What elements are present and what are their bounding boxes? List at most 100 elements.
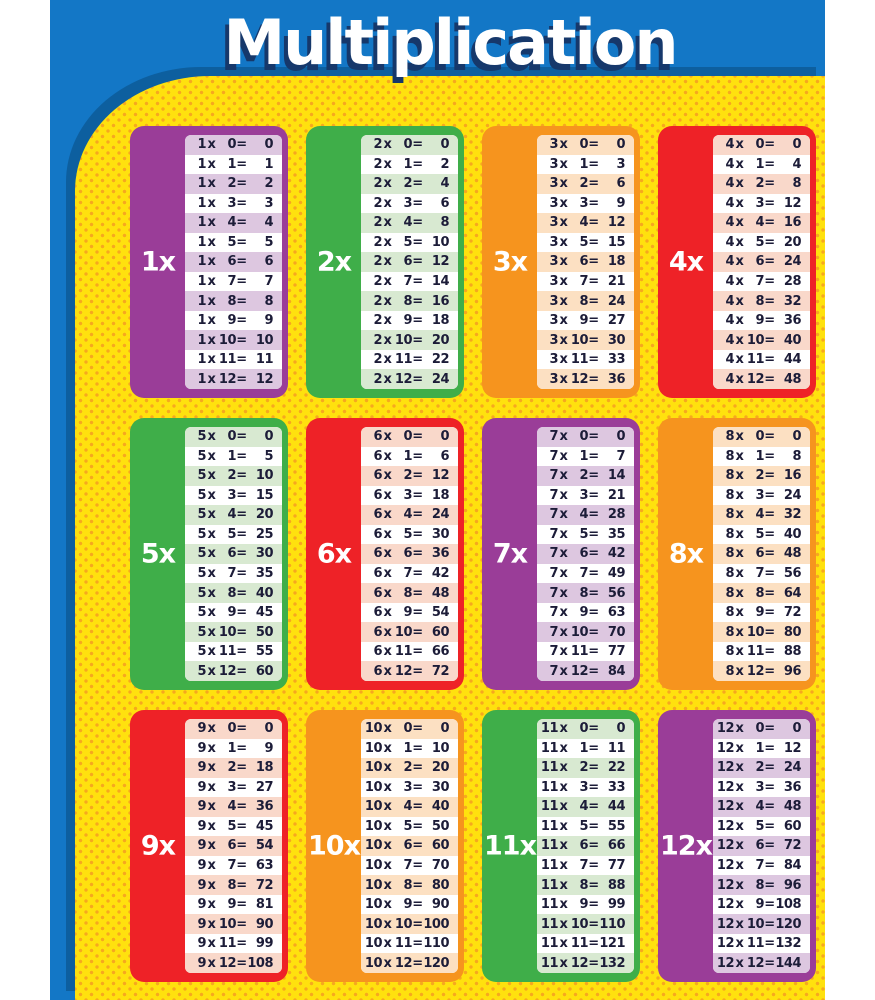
eq-result: 50 <box>431 818 450 834</box>
eq-equals: = <box>764 565 775 581</box>
eq-b: 0 <box>755 429 764 445</box>
equation-row: 12 x 3 = 36 <box>713 778 810 798</box>
eq-b: 6 <box>579 838 588 854</box>
eq-equals: = <box>764 215 775 231</box>
eq-equals: = <box>412 936 423 952</box>
eq-times: x <box>383 877 392 893</box>
equation-row: 12 x 11 = 132 <box>713 934 810 954</box>
eq-a: 3 <box>549 273 558 289</box>
eq-a: 5 <box>197 429 206 445</box>
eq-b: 8 <box>403 293 412 309</box>
eq-times: x <box>735 332 744 348</box>
eq-a: 1 <box>197 215 206 231</box>
eq-times: x <box>559 857 568 873</box>
eq-equals: = <box>588 779 599 795</box>
eq-result: 48 <box>431 585 450 601</box>
eq-a: 11 <box>540 818 559 834</box>
eq-b: 12 <box>218 663 237 679</box>
equation-row: 9 x 12 = 108 <box>185 953 282 973</box>
eq-times: x <box>559 156 568 172</box>
eq-b: 8 <box>403 585 412 601</box>
eq-times: x <box>559 565 568 581</box>
eq-a: 9 <box>197 877 206 893</box>
eq-result: 22 <box>607 760 626 776</box>
eq-a: 12 <box>716 955 735 971</box>
eq-times: x <box>735 818 744 834</box>
eq-b: 12 <box>394 371 413 387</box>
eq-result: 99 <box>607 897 626 913</box>
eq-result: 72 <box>783 605 802 621</box>
eq-b: 4 <box>227 799 236 815</box>
equation-row: 7 x 12 = 84 <box>537 661 634 681</box>
eq-a: 6 <box>373 448 382 464</box>
eq-equals: = <box>236 176 247 192</box>
times-table-card: 12x 12 x 0 = 0 12 x 1 = 12 12 x 2 = 24 12 x 3 = 36 12 x 4 = 48 12… <box>658 710 816 982</box>
eq-b: 3 <box>579 779 588 795</box>
eq-a: 2 <box>373 195 382 211</box>
equation-row: 11 x 7 = 77 <box>537 856 634 876</box>
eq-times: x <box>559 799 568 815</box>
eq-b: 9 <box>227 897 236 913</box>
eq-b: 5 <box>579 526 588 542</box>
eq-b: 1 <box>227 448 236 464</box>
eq-b: 3 <box>403 779 412 795</box>
eq-a: 1 <box>197 137 206 153</box>
eq-times: x <box>735 507 744 523</box>
eq-equals: = <box>412 507 423 523</box>
eq-result: 40 <box>431 799 450 815</box>
eq-b: 9 <box>755 605 764 621</box>
equation-row: 12 x 10 = 120 <box>713 914 810 934</box>
eq-equals: = <box>588 352 599 368</box>
eq-equals: = <box>588 936 599 952</box>
eq-equals: = <box>412 215 423 231</box>
eq-times: x <box>735 546 744 562</box>
eq-b: 11 <box>746 644 765 660</box>
eq-times: x <box>735 487 744 503</box>
eq-b: 11 <box>218 352 237 368</box>
eq-equals: = <box>588 605 599 621</box>
equation-row: 1 x 8 = 8 <box>185 291 282 311</box>
eq-equals: = <box>764 273 775 289</box>
equation-row: 7 x 2 = 14 <box>537 466 634 486</box>
eq-times: x <box>383 955 392 971</box>
equation-row: 6 x 6 = 36 <box>361 544 458 564</box>
eq-a: 8 <box>725 605 734 621</box>
eq-result: 11 <box>255 352 274 368</box>
eq-a: 12 <box>716 818 735 834</box>
eq-equals: = <box>412 624 423 640</box>
equation-row: 5 x 6 = 30 <box>185 544 282 564</box>
eq-result: 36 <box>255 799 274 815</box>
eq-times: x <box>559 721 568 737</box>
eq-times: x <box>559 195 568 211</box>
eq-times: x <box>383 565 392 581</box>
eq-equals: = <box>236 838 247 854</box>
eq-equals: = <box>588 760 599 776</box>
equation-row: 7 x 0 = 0 <box>537 427 634 447</box>
eq-a: 1 <box>197 293 206 309</box>
eq-result: 3 <box>264 195 273 211</box>
eq-times: x <box>735 313 744 329</box>
eq-result: 132 <box>775 936 801 952</box>
eq-times: x <box>559 624 568 640</box>
equation-row: 12 x 7 = 84 <box>713 856 810 876</box>
eq-equals: = <box>588 273 599 289</box>
equation-row: 8 x 1 = 8 <box>713 447 810 467</box>
eq-times: x <box>383 352 392 368</box>
equation-row: 1 x 5 = 5 <box>185 233 282 253</box>
eq-b: 2 <box>755 468 764 484</box>
eq-result: 64 <box>783 585 802 601</box>
eq-a: 5 <box>197 565 206 581</box>
eq-result: 30 <box>431 779 450 795</box>
eq-b: 6 <box>403 254 412 270</box>
eq-a: 4 <box>725 273 734 289</box>
equation-row: 4 x 2 = 8 <box>713 174 810 194</box>
eq-times: x <box>383 313 392 329</box>
equation-row: 9 x 9 = 81 <box>185 895 282 915</box>
eq-a: 6 <box>373 565 382 581</box>
eq-b: 10 <box>218 332 237 348</box>
eq-a: 10 <box>364 877 383 893</box>
eq-b: 11 <box>570 936 589 952</box>
eq-a: 8 <box>725 526 734 542</box>
eq-equals: = <box>412 352 423 368</box>
eq-result: 80 <box>431 877 450 893</box>
